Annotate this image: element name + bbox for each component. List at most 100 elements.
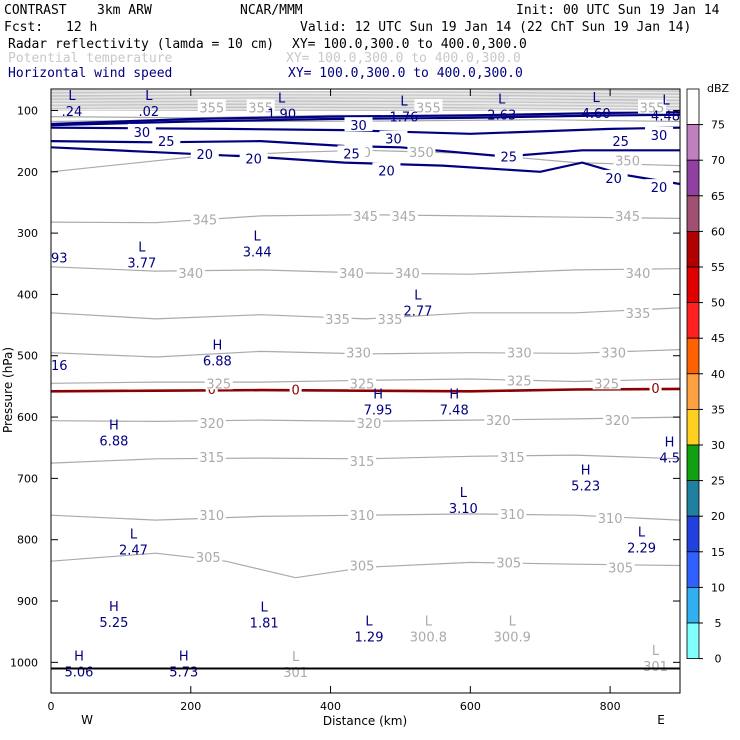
theta-label-bg (624, 264, 653, 279)
center-name: NCAR/MMM (240, 3, 303, 18)
freezing-label: 0 (291, 384, 299, 399)
theta-label-bg (494, 554, 523, 569)
theta-label-bg (197, 507, 226, 522)
theta-label-bg (197, 448, 226, 463)
theta-label-bg (606, 559, 635, 574)
y-axis-title: Pressure (hPa) (1, 347, 15, 433)
y-tick-label: 400 (17, 288, 38, 301)
contour-labels: 3553553553553503503503453453453453403403… (127, 99, 674, 576)
theta-label-bg (505, 344, 534, 359)
wind-label-bg (344, 117, 373, 132)
theta-label: 330 (601, 347, 626, 362)
extremum-type: L (278, 91, 286, 106)
wind-line (50, 113, 681, 127)
wind-label: 30 (651, 129, 668, 144)
wind-label-bg (494, 148, 523, 163)
wind-label: 30 (350, 119, 367, 134)
theta-label: 320 (199, 417, 224, 432)
theta-label: 315 (500, 451, 525, 466)
theta-line (50, 552, 681, 579)
extremum-value: .02 (139, 105, 160, 120)
extremum-type: L (638, 526, 646, 541)
colorbar-swatch (686, 88, 700, 125)
theta-label-bg (197, 415, 226, 430)
theta-label: 355 (640, 101, 665, 116)
theta-packed-line (50, 91, 681, 94)
freezing-label: 0 (651, 382, 659, 397)
colorbar-label: 10 (711, 581, 725, 594)
extremum-value: 6.88 (203, 355, 232, 370)
theta-label: 345 (353, 210, 378, 225)
extremum-type: L (254, 229, 262, 244)
colorbar-label: 55 (711, 261, 725, 274)
extremum-type: L (662, 93, 670, 108)
extremum-type: H (74, 650, 84, 665)
wind-label: 20 (245, 152, 262, 167)
theta-label: 335 (378, 313, 403, 328)
extremum-value: 4.48 (651, 109, 680, 124)
theta-packed-line (50, 104, 681, 107)
theta-label: 310 (500, 508, 525, 523)
extremum-value: 3.10 (449, 502, 478, 517)
theta-label-bg (505, 372, 534, 387)
colorbar-label: 70 (711, 154, 725, 167)
theta-label: 350 (615, 155, 640, 170)
extremum-value: 4.60 (582, 107, 611, 122)
extremum-type: L (138, 240, 146, 255)
field-xy-wind: XY= 100.0,300.0 to 400.0,300.0 (288, 66, 523, 81)
colorbar-swatch (686, 124, 700, 161)
theta-label: 350 (409, 146, 434, 161)
wind-label-bg (372, 162, 401, 177)
theta-label: 325 (206, 377, 231, 392)
theta-packed-line (50, 94, 681, 97)
theta-packed-line (50, 98, 681, 101)
colorbar-label: 75 (711, 119, 725, 132)
freezing-label-bg (205, 384, 218, 396)
wind-label-bg (606, 133, 635, 148)
theta-label: 305 (496, 556, 521, 571)
theta-label: 305 (608, 561, 633, 576)
theta-label: 340 (339, 267, 364, 282)
extremum-value: 93 (51, 252, 68, 267)
colorbar-swatch (686, 195, 700, 232)
theta-label-bg (323, 310, 352, 325)
theta-packed-line (50, 101, 681, 104)
colorbar-swatch (686, 337, 700, 375)
freezing-label-bg (649, 382, 662, 394)
theta-label: 305 (350, 559, 375, 574)
theta-label-bg (498, 505, 527, 520)
theta-packed-line (50, 100, 681, 103)
freezing-label: 0 (208, 383, 216, 398)
wind-label: 25 (612, 135, 629, 150)
theta-packed-line (50, 107, 681, 110)
theta-label-bg (596, 510, 625, 525)
extremum-value: 7.48 (440, 404, 469, 419)
field-name-wind: Horizontal wind speed (8, 66, 172, 81)
colorbar-label: 40 (711, 368, 725, 381)
y-tick-label: 900 (17, 595, 38, 608)
colorbar-swatch (686, 373, 700, 410)
theta-packed-line (50, 109, 681, 112)
theta-label-bg (407, 144, 436, 159)
colorbar-swatch (686, 444, 700, 481)
extremum-value: 300.9 (494, 631, 531, 646)
theta-packed-line (50, 95, 681, 98)
field-name-reflectivity: Radar reflectivity (lamda = 10 cm) (8, 37, 274, 52)
theta-label: 355 (199, 101, 224, 116)
theta-label-bg (194, 548, 223, 563)
extremum-type: L (145, 89, 153, 104)
upper-level-shading (50, 89, 681, 112)
extremum-value: 1.90 (267, 107, 296, 122)
extremum-type: L (414, 288, 422, 303)
theta-label-bg (638, 99, 667, 114)
theta-label: 355 (248, 101, 273, 116)
init-time: Init: 00 UTC Sun 19 Jan 14 (516, 3, 720, 18)
theta-label: 315 (199, 451, 224, 466)
theta-label-bg (603, 412, 632, 427)
extremum-type: L (498, 93, 506, 108)
colorbar-label: 0 (715, 653, 722, 666)
extremum-value: 2.47 (119, 543, 148, 558)
theta-label: 320 (605, 414, 630, 429)
